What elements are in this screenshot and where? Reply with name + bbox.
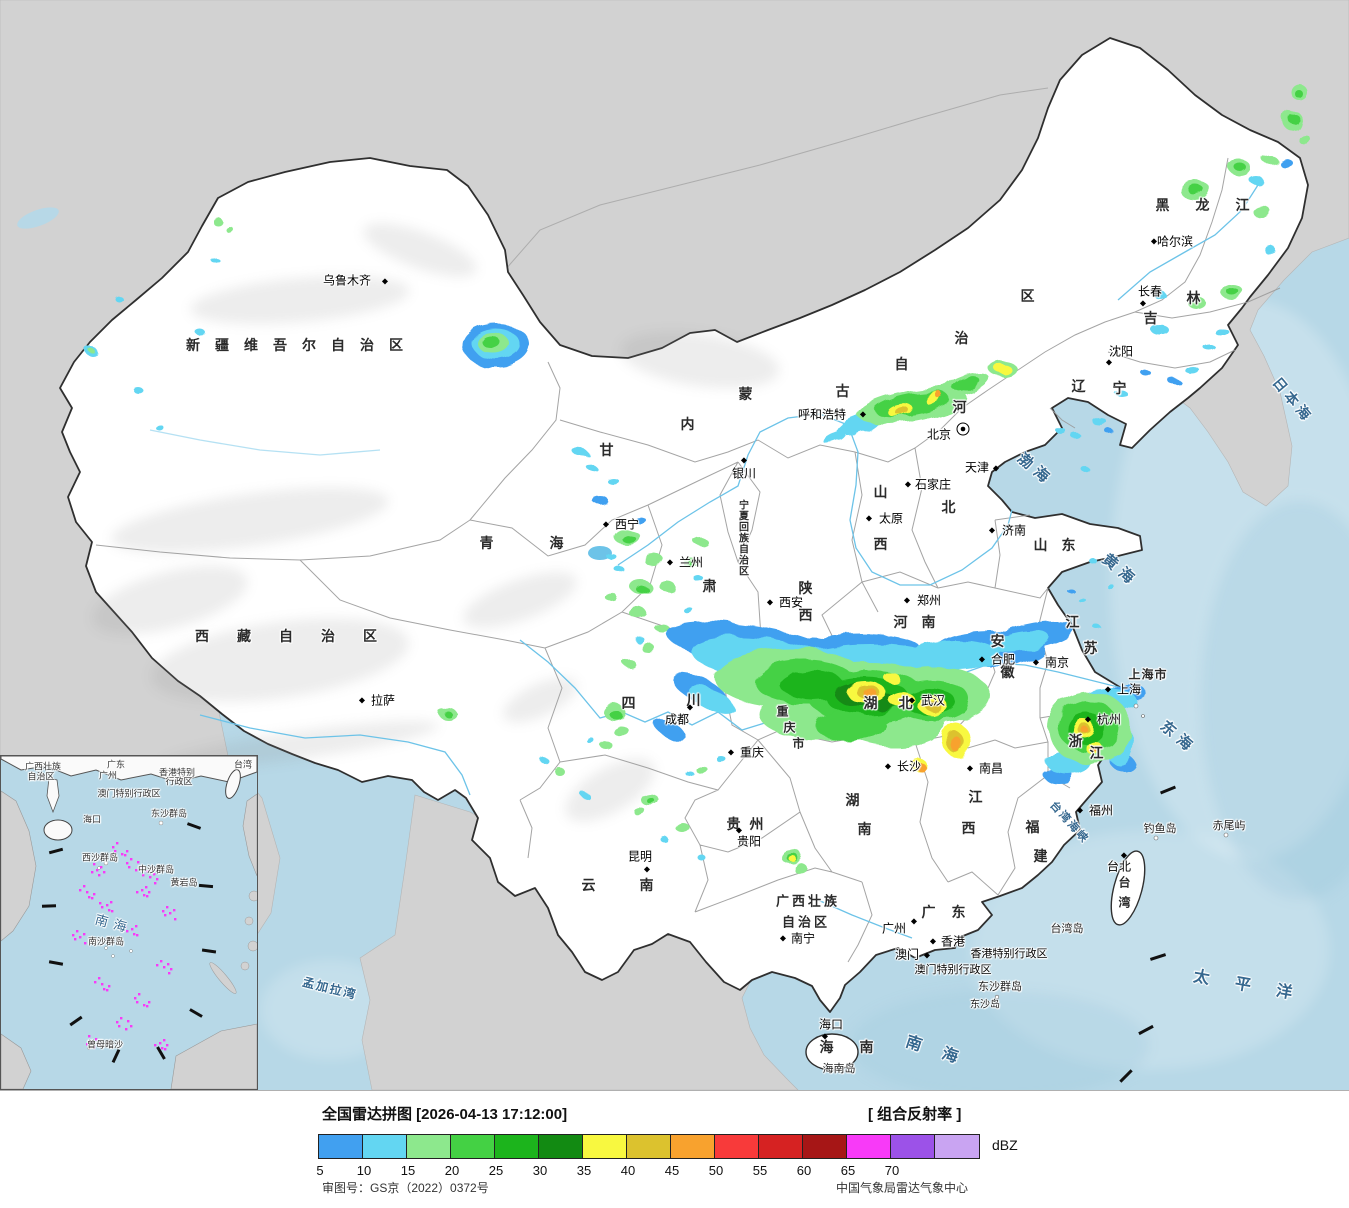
inset-borneo (170, 1023, 257, 1089)
dbz-tick-label: 60 (796, 1163, 812, 1178)
inset-china-coast (1, 756, 257, 783)
nine-dash-line-inset (41, 822, 217, 1063)
hainan-island (805, 1033, 859, 1071)
dbz-tick-label: 50 (708, 1163, 724, 1178)
nine-dash-line-main (1119, 785, 1176, 1083)
inset-svg (1, 756, 257, 1089)
dbz-tick-label: 35 (576, 1163, 592, 1178)
product-label: [ 组合反射率 ] (868, 1106, 962, 1123)
approval-number: 审图号：GS京（2022）0372号 (322, 1181, 489, 1195)
radar-map-stage: 新疆维吾尔自治区 西藏自治区青海甘肃内蒙古自治区宁夏回族自治区陕西山西河北山东河南… (0, 0, 1349, 1090)
dbz-color-cell (451, 1135, 495, 1158)
inset-taiwan (225, 769, 241, 799)
mongolia-russia-border (504, 87, 1049, 271)
inset-interference-echoes (72, 842, 177, 1051)
dbz-color-cell (715, 1135, 759, 1158)
dbz-tick-label: 20 (444, 1163, 460, 1178)
dbz-color-cell (583, 1135, 627, 1158)
dbz-tick-label: 40 (620, 1163, 636, 1178)
inset-hainan (43, 819, 73, 841)
inset-island-dots (87, 820, 182, 1050)
dbz-color-cell (803, 1135, 847, 1158)
dbz-color-cell (407, 1135, 451, 1158)
dbz-color-cell (539, 1135, 583, 1158)
radar-echo-layer (86, 85, 1311, 874)
dbz-color-cell (495, 1135, 539, 1158)
dbz-tick-label: 65 (840, 1163, 856, 1178)
legend-panel: 全国雷达拼图 [2026-04-13 17:12:00] [ 组合反射率 ] 5… (0, 1090, 1349, 1208)
dbz-tick-label: 25 (488, 1163, 504, 1178)
sea-texture (260, 300, 1349, 1090)
dbz-tick-label: 15 (400, 1163, 416, 1178)
dbz-color-cell (363, 1135, 407, 1158)
credit: 中国气象局雷达气象中心 (836, 1181, 969, 1195)
taiwan-island (1110, 850, 1146, 926)
dbz-tick-label: 10 (356, 1163, 372, 1178)
dbz-tick-label: 5 (316, 1163, 324, 1178)
dbz-color-cell (847, 1135, 891, 1158)
dbz-color-cell (935, 1135, 979, 1158)
china-map-svg (0, 0, 1349, 1090)
dbz-tick-label: 55 (752, 1163, 768, 1178)
inset-sea (1, 756, 257, 1089)
dbz-color-cell (319, 1135, 363, 1158)
small-islands (994, 703, 1229, 1000)
pearl-river (817, 899, 913, 939)
terrain-shading (92, 223, 780, 822)
inset-leizhou (46, 777, 60, 814)
dbz-tick-label: 70 (884, 1163, 900, 1178)
lake-balkhash (17, 207, 59, 229)
dbz-color-cell (891, 1135, 935, 1158)
tarim-river (149, 429, 381, 456)
dbz-colorbar (318, 1134, 980, 1159)
inset-vietnam (1, 790, 37, 942)
yellow-river (617, 413, 1013, 586)
dbz-color-cell (759, 1135, 803, 1158)
dbz-unit: dBZ (992, 1137, 1018, 1153)
inset-malay (1, 1033, 32, 1089)
songhua-river (1117, 184, 1259, 301)
dbz-tick-label: 45 (664, 1163, 680, 1178)
south-china-sea-inset: 广西壮族 自治区 广东 广州 香港特别 行政区 澳门特别行政区 台湾 海口 东沙群岛 西沙群岛 中沙群… (0, 755, 258, 1090)
dbz-tick-label: 30 (532, 1163, 548, 1178)
dbz-color-cell (627, 1135, 671, 1158)
map-title: 全国雷达拼图 [2026-04-13 17:12:00] (322, 1106, 568, 1123)
dbz-color-cell (671, 1135, 715, 1158)
inset-luzon (242, 793, 257, 877)
inset-philippine-islands (209, 890, 257, 994)
tsangpo-river (199, 714, 471, 796)
